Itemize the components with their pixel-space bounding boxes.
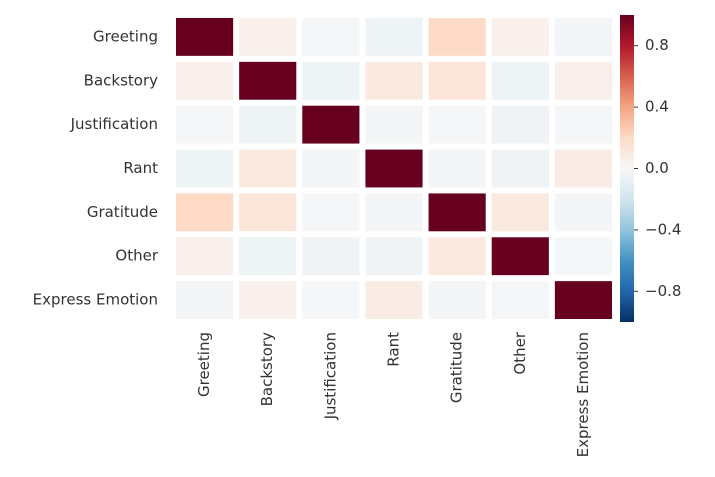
heatmap-cell xyxy=(176,105,234,144)
x-tick-label: Rant xyxy=(385,332,403,367)
heatmap-cell xyxy=(365,149,423,188)
heatmap-cell xyxy=(176,281,234,319)
heatmap-cell xyxy=(428,193,486,232)
colorbar-tick-label: 0.0 xyxy=(645,159,669,177)
colorbar-tick-label: 0.4 xyxy=(645,98,669,116)
heatmap-cell xyxy=(239,105,297,144)
heatmap-cell xyxy=(365,61,423,100)
y-tick-label: Gratitude xyxy=(87,203,158,221)
heatmap-cell xyxy=(554,193,612,232)
heatmap-cell xyxy=(176,61,234,100)
heatmap-cell xyxy=(554,149,612,188)
x-tick-label: Justification xyxy=(321,332,339,420)
heatmap-cell xyxy=(302,149,360,188)
heatmap-cell xyxy=(365,281,423,319)
heatmap-cell xyxy=(491,193,549,232)
colorbar-tick-label: −0.8 xyxy=(645,282,681,300)
heatmap-cell xyxy=(239,18,297,56)
heatmap-cell xyxy=(365,18,423,56)
heatmap-cell xyxy=(428,281,486,319)
y-tick-label: Backstory xyxy=(84,71,158,89)
heatmap-cell xyxy=(428,105,486,144)
heatmap-cell xyxy=(176,237,234,276)
colorbar-tick-label: −0.4 xyxy=(645,220,681,238)
colorbar xyxy=(620,15,634,322)
heatmap-cell xyxy=(491,149,549,188)
heatmap-cell xyxy=(554,281,612,319)
heatmap-cell xyxy=(428,149,486,188)
x-tick-label: Express Emotion xyxy=(574,332,592,457)
heatmap-cell xyxy=(365,193,423,232)
heatmap-cell xyxy=(239,193,297,232)
heatmap-cell xyxy=(365,105,423,144)
heatmap-cell xyxy=(491,237,549,276)
y-tick-label: Express Emotion xyxy=(33,291,158,309)
heatmap-cell xyxy=(302,237,360,276)
heatmap-cell xyxy=(176,193,234,232)
x-tick-label: Backstory xyxy=(258,332,276,406)
heatmap-cell xyxy=(491,18,549,56)
heatmap-cell xyxy=(176,18,234,56)
y-tick-label: Justification xyxy=(70,115,158,133)
heatmap-cell xyxy=(554,61,612,100)
x-tick-label: Greeting xyxy=(195,332,213,397)
y-tick-label: Other xyxy=(115,247,158,265)
heatmap-cell xyxy=(302,18,360,56)
heatmap-cell xyxy=(428,237,486,276)
heatmap-cell xyxy=(491,61,549,100)
heatmap-cell xyxy=(239,281,297,319)
heatmap-cell xyxy=(491,281,549,319)
heatmap-cell xyxy=(491,105,549,144)
x-tick-label: Gratitude xyxy=(448,332,466,403)
heatmap-cell xyxy=(239,61,297,100)
heatmap-cell xyxy=(365,237,423,276)
heatmap-cell xyxy=(302,105,360,144)
heatmap-cell xyxy=(554,18,612,56)
heatmap-cell xyxy=(239,149,297,188)
y-tick-label: Rant xyxy=(123,159,158,177)
x-tick-label: Other xyxy=(511,331,529,374)
y-tick-label: Greeting xyxy=(93,27,158,45)
heatmap-cell xyxy=(302,193,360,232)
heatmap-cell xyxy=(554,237,612,276)
heatmap-cell xyxy=(239,237,297,276)
heatmap-cell xyxy=(554,105,612,144)
heatmap-cell xyxy=(302,61,360,100)
heatmap-cell xyxy=(302,281,360,319)
heatmap-cell xyxy=(428,18,486,56)
colorbar-tick-label: 0.8 xyxy=(645,36,669,54)
heatmap-cell xyxy=(428,61,486,100)
heatmap-cell xyxy=(176,149,234,188)
